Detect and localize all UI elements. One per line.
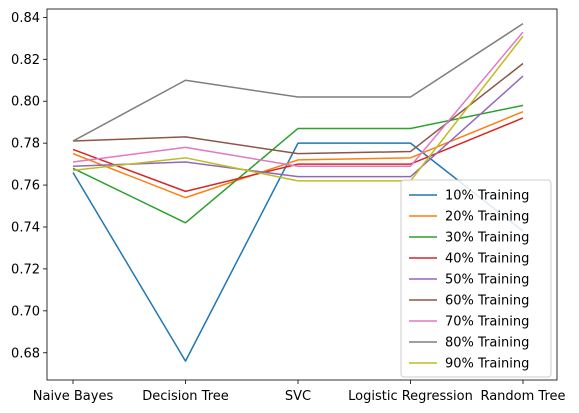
x-tick-label: Decision Tree (142, 389, 229, 404)
legend-entry: 50% Training (445, 273, 529, 288)
series-line-9 (72, 35, 524, 182)
legend-entry: 10% Training (445, 189, 529, 204)
legend-entry: 70% Training (445, 315, 529, 330)
x-tick-label: SVC (285, 389, 311, 404)
legend-entry: 60% Training (445, 294, 529, 309)
legend-entry: 80% Training (445, 336, 529, 351)
x-tick-label: Naive Bayes (33, 389, 114, 404)
legend-entry: 40% Training (445, 252, 529, 267)
y-tick-label: 0.70 (11, 304, 40, 319)
y-tick-label: 0.78 (11, 137, 40, 152)
x-tick-label: Logistic Regression (348, 389, 473, 404)
y-tick-label: 0.84 (11, 11, 40, 26)
y-tick-label: 0.68 (11, 346, 40, 361)
legend: 10% Training 20% Training 30% Training 40% … (400, 179, 552, 378)
plot-frame (46, 8, 558, 381)
y-tick-label: 0.72 (11, 262, 40, 277)
y-tick-label: 0.76 (11, 179, 40, 194)
x-axis: Naive Bayes Decision Tree SVC Logistic Regr… (33, 380, 566, 404)
y-tick-label: 0.74 (11, 220, 40, 235)
series-line-8 (72, 23, 524, 142)
y-tick-label: 0.80 (11, 95, 40, 110)
y-axis: 0.68 0.70 0.72 0.74 0.76 0.78 0.80 0.82 0.84 (11, 11, 47, 361)
x-tick-label: Random Tree (480, 389, 565, 404)
legend-entry: 90% Training (445, 357, 529, 372)
legend-box (400, 179, 552, 378)
series-line-5 (72, 75, 524, 178)
y-tick-label: 0.82 (11, 53, 40, 68)
series-line-7 (72, 31, 524, 167)
legend-entry: 30% Training (445, 231, 529, 246)
series-layer (72, 23, 524, 362)
series-line-1 (72, 142, 524, 362)
legend-entry: 20% Training (445, 210, 529, 225)
series-line-4 (72, 117, 524, 193)
